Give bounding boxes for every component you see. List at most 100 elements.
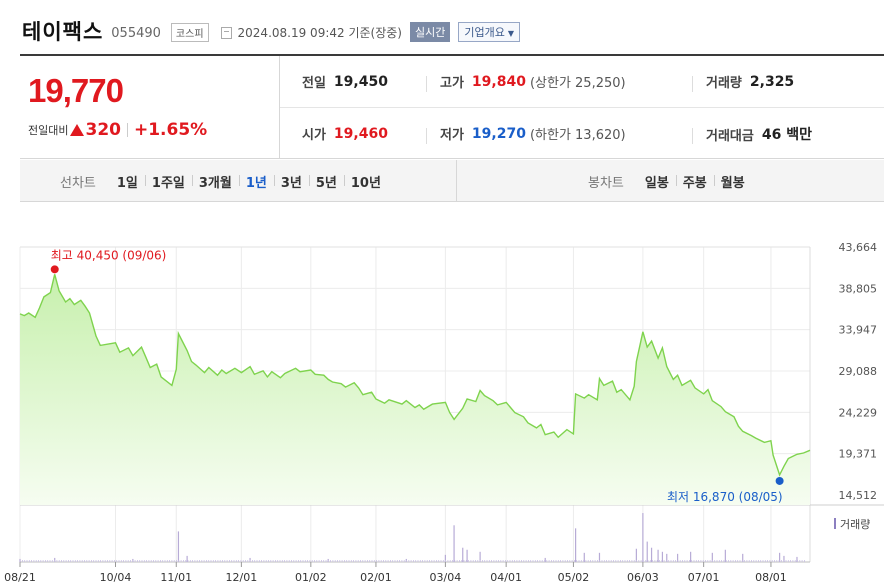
volume-bar [453,525,455,562]
volume-bar [583,552,585,562]
volume-bar-minor [81,560,83,562]
period-10y[interactable]: 10년 [343,172,388,191]
volume-bar-minor [649,560,651,562]
volume-bar-minor [40,560,42,562]
period-1d[interactable]: 1일 [116,175,138,191]
candle-daily[interactable]: 일봉 [644,175,669,191]
period-1y[interactable]: 1년 [238,172,274,191]
volume-bar-minor [334,560,336,562]
x-tick-label: 08/21 [4,571,36,584]
divider [426,76,427,92]
company-overview-button[interactable]: 기업개요 ▼ [458,22,521,42]
volume-bar-minor [468,560,469,562]
volume-bar-minor [369,560,371,562]
volume-bar-minor [58,560,60,562]
volume-bar-minor [601,560,603,562]
volume-bar-minor [254,560,256,562]
volume-bar-minor [603,560,605,562]
volume-bar [575,528,577,562]
volume-bar-minor [70,560,72,562]
volume-bar-minor [31,560,32,562]
volume-bar-minor [626,560,628,562]
volume-bar-minor [534,560,536,562]
volume-bar-minor [700,560,702,562]
period-3m[interactable]: 3개월 [191,172,239,191]
volume-bar-minor [730,560,732,562]
prev-close-label: 전일 [302,76,326,91]
volume-bar-minor [261,560,262,562]
volume-bar-minor [553,560,555,562]
volume-bar-minor [410,560,412,562]
price-chart[interactable]: 43,664 38,805 33,947 29,088 24,229 19,371 14,5… [0,205,884,586]
volume-bar-minor [387,560,389,562]
realtime-button[interactable]: 실시간 [410,22,451,42]
volume-bar-minor [157,560,159,562]
volume-bar-minor [265,560,267,562]
volume-bar-minor [362,560,364,562]
volume-bar [462,547,464,562]
volume-bar-minor [725,560,727,562]
volume-bar [54,557,56,562]
volume-bar-minor [224,560,226,562]
volume-bar-minor [42,560,44,562]
volume-bar-minor [139,560,141,562]
max-marker [50,265,59,274]
volume-bar-minor [532,560,534,562]
volume-bar-minor [702,560,704,562]
volume-bar-minor [281,560,283,562]
volume-bar-minor [564,560,566,562]
max-label: 최고 40,450 (09/06) [51,248,167,262]
volume-bar-minor [454,560,456,562]
volume-bar-minor [666,560,667,562]
volume-bar-minor [415,560,417,562]
volume-bar-minor [732,560,734,562]
candle-monthly[interactable]: 월봉 [713,172,752,191]
divider [456,160,457,202]
volume-bar-minor [284,560,285,562]
volume-bar-minor [647,560,649,562]
volume-bar-minor [661,560,663,562]
volume-bar-minor [291,560,292,562]
volume-bar-minor [560,560,561,562]
volume-bar [635,548,637,562]
period-3y[interactable]: 3년 [273,172,309,191]
volume-bar-minor [279,560,281,562]
divider [692,76,693,92]
volume-bar-minor [514,560,515,562]
volume-bar-minor [799,560,801,562]
volume-bar-minor [695,560,697,562]
volume-bar [479,551,481,562]
volume-bar-minor [256,560,258,562]
candle-weekly[interactable]: 주봉 [675,172,714,191]
volume-bar-minor [583,560,584,562]
volume-bar-minor [438,560,440,562]
volume-cell: 거래량 2,325 [706,72,794,92]
x-tick-label: 03/04 [430,571,462,584]
volume-bar-minor [470,560,472,562]
x-tick-label: 11/01 [160,571,192,584]
quote-basis: 기준(장중) [348,26,402,40]
volume-bar-minor [371,560,373,562]
volume-bar-minor [776,560,778,562]
volume-bar-minor [472,560,474,562]
volume-bar-minor [620,560,621,562]
volume-bar-minor [97,560,99,562]
volume-bar-minor [523,560,525,562]
volume-bar-minor [539,560,541,562]
period-5y[interactable]: 5년 [308,172,344,191]
volume-bar-minor [537,560,538,562]
min-label: 최저 16,870 (08/05) [667,490,783,504]
volume-bar-minor [804,560,805,562]
volume-bar-minor [431,560,433,562]
divider [426,128,427,144]
volume-bar-minor [594,560,596,562]
volume-bar-minor [682,560,683,562]
period-1w[interactable]: 1주일 [144,172,192,191]
volume-bar-minor [212,560,214,562]
up-triangle-icon [70,124,85,136]
quote-datetime: 2024.08.19 09:42 기준(장중) [237,26,402,40]
volume-bar-minor [350,560,352,562]
high-cell: 고가 19,840 (상한가 25,250) [440,72,626,92]
volume-bar-minor [65,560,67,562]
volume-bar-minor [314,560,315,562]
